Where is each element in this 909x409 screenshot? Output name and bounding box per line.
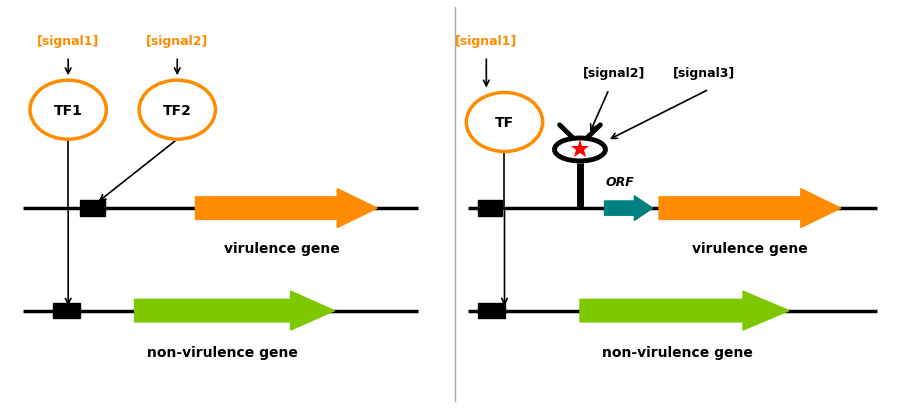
Polygon shape	[659, 189, 841, 228]
Polygon shape	[580, 291, 789, 330]
Bar	[53, 303, 80, 319]
Bar	[478, 201, 502, 216]
Polygon shape	[135, 291, 335, 330]
Text: non-virulence gene: non-virulence gene	[147, 346, 298, 360]
Text: TF: TF	[494, 116, 514, 130]
Text: virulence gene: virulence gene	[692, 241, 808, 255]
Text: non-virulence gene: non-virulence gene	[602, 346, 753, 360]
Polygon shape	[604, 196, 653, 221]
Text: [signal3]: [signal3]	[674, 67, 735, 80]
Text: virulence gene: virulence gene	[224, 241, 340, 255]
Text: [signal2]: [signal2]	[146, 34, 208, 47]
Text: TF1: TF1	[54, 103, 83, 117]
Bar	[478, 303, 505, 319]
Text: [signal1]: [signal1]	[455, 34, 517, 47]
Bar	[80, 201, 105, 216]
Text: [signal2]: [signal2]	[583, 67, 644, 80]
Text: [signal1]: [signal1]	[37, 34, 99, 47]
Text: TF2: TF2	[163, 103, 192, 117]
Text: ORF: ORF	[605, 175, 634, 188]
Polygon shape	[195, 189, 377, 228]
